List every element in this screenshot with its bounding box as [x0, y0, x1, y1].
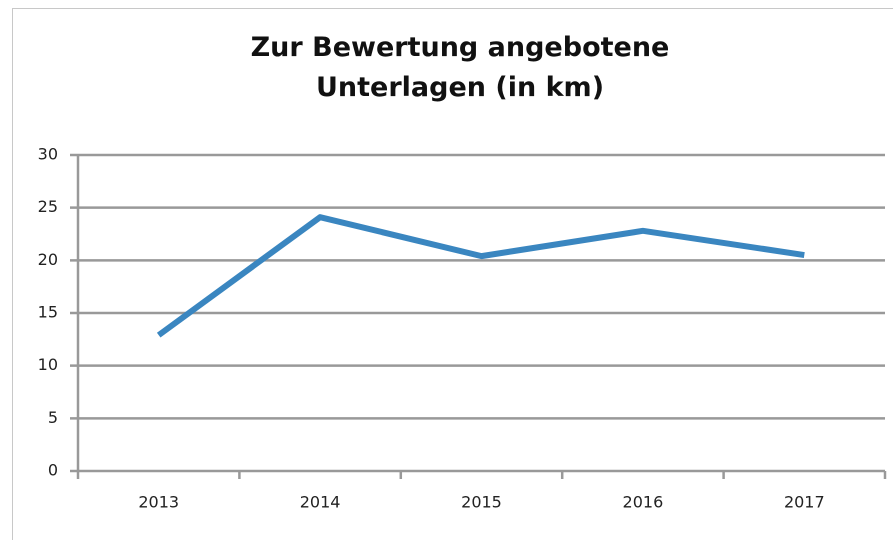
y-tick-label: 10 — [38, 355, 58, 374]
y-tick-label: 30 — [38, 145, 58, 164]
x-tick-label: 2013 — [138, 493, 179, 512]
x-tick-label: 2014 — [300, 493, 341, 512]
y-tick-label: 20 — [38, 250, 58, 269]
data-line — [156, 214, 805, 338]
x-tick-label: 2017 — [784, 493, 825, 512]
chart-title: Zur Bewertung angebotene Unterlagen (in … — [250, 32, 670, 103]
y-tick-label: 15 — [38, 303, 58, 322]
chart-frame — [12, 8, 893, 540]
y-tick-label: 0 — [48, 461, 58, 480]
x-tick-label: 2015 — [461, 493, 502, 512]
x-tick-label: 2016 — [623, 493, 664, 512]
y-tick-label: 5 — [48, 408, 58, 427]
y-tick-label: 25 — [38, 197, 58, 216]
